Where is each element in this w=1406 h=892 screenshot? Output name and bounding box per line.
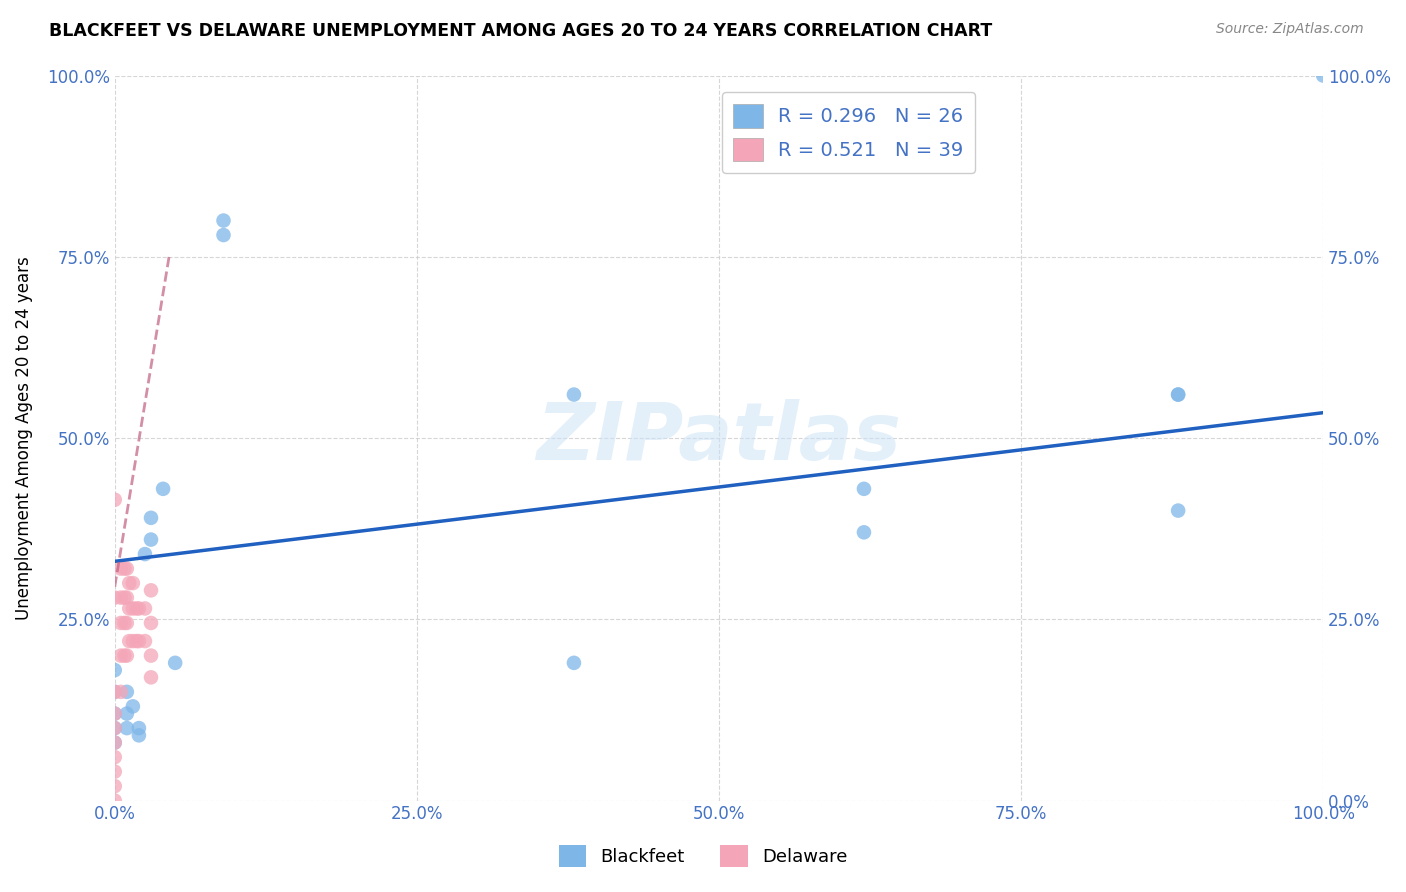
Point <box>128 728 150 742</box>
Point <box>128 721 150 735</box>
Legend: R = 0.296   N = 26, R = 0.521   N = 39: R = 0.296 N = 26, R = 0.521 N = 39 <box>721 93 976 173</box>
Y-axis label: Unemployment Among Ages 20 to 24 years: Unemployment Among Ages 20 to 24 years <box>15 256 32 620</box>
Point <box>152 482 174 496</box>
Point <box>115 561 138 575</box>
Point <box>110 685 132 699</box>
Point <box>134 547 156 561</box>
Point <box>115 706 138 721</box>
Point <box>104 706 127 721</box>
Point <box>115 721 138 735</box>
Point <box>562 656 585 670</box>
Point <box>110 615 132 630</box>
Point <box>110 561 132 575</box>
Point <box>125 634 148 648</box>
Point <box>1167 503 1189 517</box>
Point <box>139 615 162 630</box>
Point <box>110 648 132 663</box>
Point <box>104 721 127 735</box>
Point <box>122 634 145 648</box>
Point <box>112 591 135 605</box>
Point <box>122 699 145 714</box>
Point <box>139 533 162 547</box>
Point <box>128 601 150 615</box>
Point <box>112 615 135 630</box>
Point <box>118 601 141 615</box>
Point <box>104 706 127 721</box>
Point <box>139 670 162 684</box>
Text: BLACKFEET VS DELAWARE UNEMPLOYMENT AMONG AGES 20 TO 24 YEARS CORRELATION CHART: BLACKFEET VS DELAWARE UNEMPLOYMENT AMONG… <box>49 22 993 40</box>
Point <box>112 561 135 575</box>
Point <box>118 576 141 591</box>
Point <box>104 779 127 793</box>
Point <box>104 492 127 507</box>
Point <box>115 648 138 663</box>
Point <box>104 685 127 699</box>
Point <box>104 736 127 750</box>
Point <box>104 794 127 808</box>
Legend: Blackfeet, Delaware: Blackfeet, Delaware <box>551 838 855 874</box>
Point <box>852 525 875 540</box>
Point <box>1167 387 1189 401</box>
Point <box>128 634 150 648</box>
Point <box>104 736 127 750</box>
Point <box>139 511 162 525</box>
Point <box>122 576 145 591</box>
Point <box>1167 387 1189 401</box>
Point <box>852 482 875 496</box>
Point <box>118 634 141 648</box>
Point <box>212 213 235 227</box>
Point <box>104 685 127 699</box>
Point <box>104 591 127 605</box>
Point <box>115 615 138 630</box>
Text: ZIPatlas: ZIPatlas <box>537 399 901 477</box>
Point <box>134 634 156 648</box>
Point <box>139 648 162 663</box>
Point <box>104 750 127 764</box>
Point <box>110 591 132 605</box>
Text: Source: ZipAtlas.com: Source: ZipAtlas.com <box>1216 22 1364 37</box>
Point <box>104 663 127 677</box>
Point <box>139 583 162 598</box>
Point <box>562 387 585 401</box>
Point <box>115 685 138 699</box>
Point <box>212 227 235 242</box>
Point <box>122 601 145 615</box>
Point <box>125 601 148 615</box>
Point <box>104 764 127 779</box>
Point <box>134 601 156 615</box>
Point <box>165 656 187 670</box>
Point <box>115 591 138 605</box>
Point <box>1312 69 1334 83</box>
Point <box>104 721 127 735</box>
Point <box>112 648 135 663</box>
